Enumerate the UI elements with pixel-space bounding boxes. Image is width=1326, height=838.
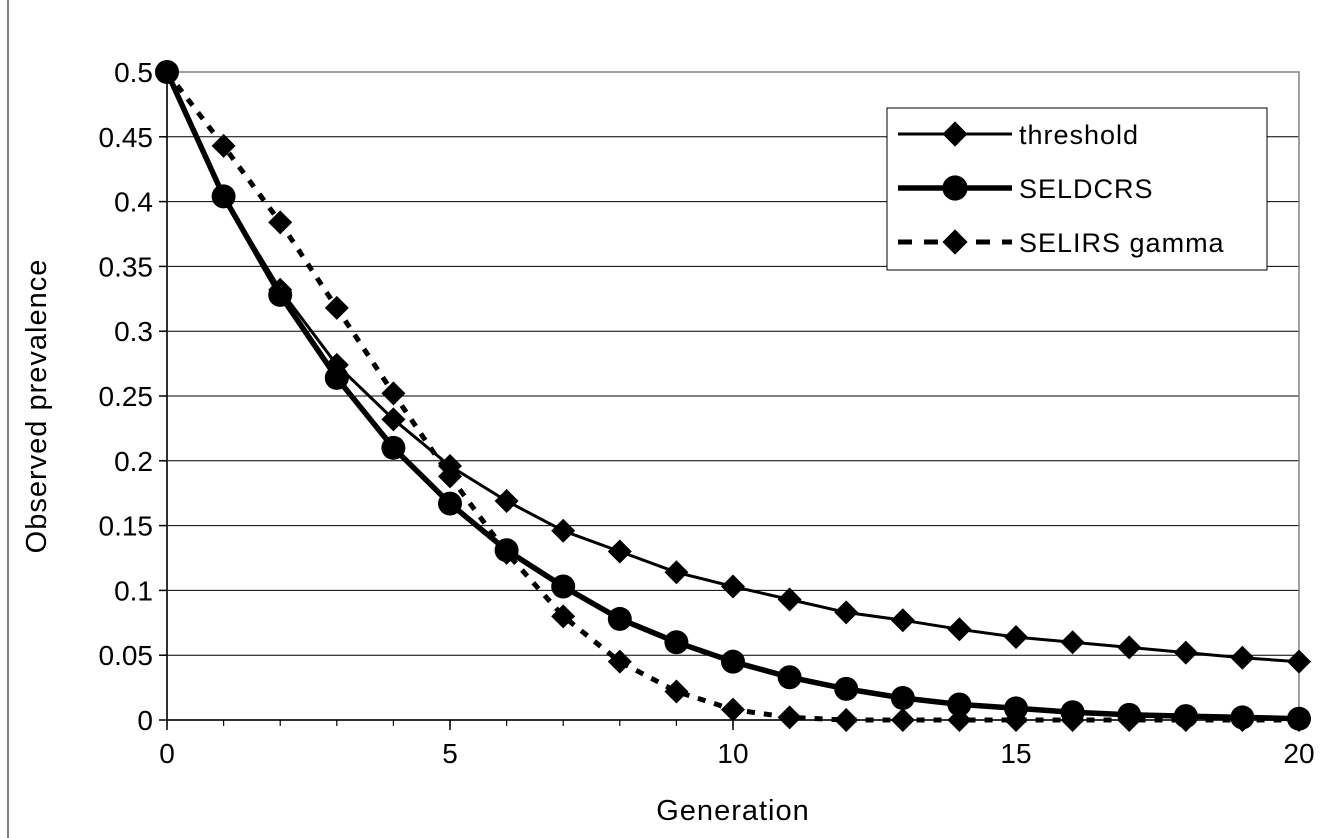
data-point-marker [551,518,576,543]
data-point-marker [1173,640,1198,665]
data-point-marker [268,282,293,307]
data-point-marker [1117,635,1142,660]
data-point-marker [777,705,802,730]
y-tick-label: 0.05 [99,640,154,671]
data-point-marker [664,630,689,655]
data-point-marker [1287,706,1311,731]
data-point-marker [1230,705,1255,730]
data-point-marker [834,676,859,701]
legend-item: threshold [898,120,1139,150]
data-point-marker [268,210,293,235]
x-tick-label: 20 [1283,738,1314,769]
y-tick-label: 0 [137,705,153,736]
data-point-marker [494,538,519,563]
y-tick-label: 0.2 [114,446,153,477]
data-point-marker [494,488,519,513]
data-point-marker [834,600,859,625]
data-point-marker [1287,649,1311,674]
y-tick-label: 0.35 [99,251,154,282]
x-tick-label: 10 [717,738,748,769]
axes: 0 0.05 0.1 0.15 0.2 0.25 0.3 0.35 0.4 0.45 0.5 0 5 10… [99,57,1315,769]
legend-marker [942,175,968,201]
legend-item: SELIRS gamma [898,228,1225,258]
series-layer [155,60,1311,732]
data-point-marker [890,708,915,732]
legend-marker [942,229,968,255]
legend-label: SELDCRS [1019,174,1154,204]
data-point-marker [721,649,745,674]
data-point-marker [721,697,745,722]
data-point-marker [211,184,236,209]
data-point-marker [438,491,462,516]
data-point-marker [381,435,406,460]
y-tick-label: 0.3 [114,316,153,347]
data-point-marker [890,608,915,633]
data-point-marker [777,665,802,690]
data-point-marker [607,539,632,564]
legend-marker [942,121,968,147]
data-point-marker [155,60,179,84]
data-point-marker [551,574,576,599]
data-point-marker [1004,696,1028,721]
data-point-marker [381,407,406,432]
data-point-marker [607,649,632,674]
data-point-marker [1173,704,1198,729]
y-tick-label: 0.45 [99,122,154,153]
y-tick-label: 0.1 [114,575,153,606]
data-point-marker [1230,645,1255,670]
y-tick-label: 0.15 [99,511,154,542]
series-seldcrs [155,60,1311,731]
x-tick-label: 5 [442,738,458,769]
data-point-marker [721,574,745,599]
data-point-marker [438,453,462,478]
data-point-marker [947,617,972,642]
y-tick-label: 0.25 [99,381,154,412]
x-tick-label: 15 [1000,738,1031,769]
data-point-marker [890,685,915,710]
y-axis-label: Observed prevalence [21,259,53,554]
data-point-marker [211,133,236,158]
data-point-marker [664,560,689,585]
data-point-marker [947,692,972,717]
data-point-marker [1060,630,1085,655]
data-point-marker [607,606,632,631]
y-tick-label: 0.5 [114,57,153,88]
data-point-marker [324,365,349,390]
data-point-marker [1060,700,1085,725]
legend-item: SELDCRS [898,174,1154,204]
data-point-marker [381,381,406,406]
data-point-marker [1117,702,1142,727]
data-point-marker [1004,625,1028,650]
data-point-marker [777,587,802,612]
data-point-marker [324,295,349,320]
x-axis-label: Generation [656,795,810,827]
y-tick-label: 0.4 [114,187,153,218]
data-point-marker [551,604,576,629]
data-point-marker [664,679,689,704]
legend-label: threshold [1019,120,1139,150]
x-tick-label: 0 [159,738,175,769]
legend: threshold SELDCRS SELIRS gamma [886,107,1268,271]
data-point-marker [834,708,859,732]
legend-label: SELIRS gamma [1019,228,1225,258]
